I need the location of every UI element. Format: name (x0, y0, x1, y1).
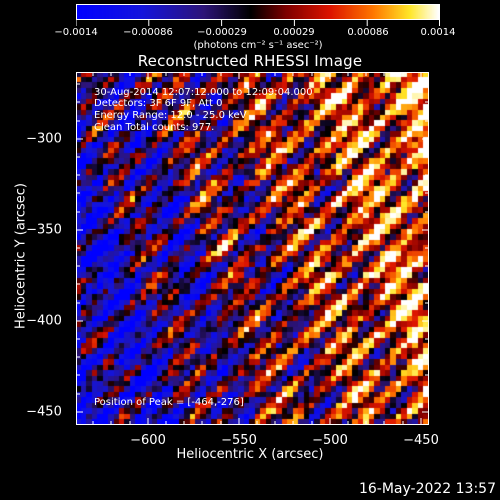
x-axis-title: Heliocentric X (arcsec) (176, 447, 324, 462)
heatmap-image (76, 72, 429, 425)
clean-counts-annotation: Clean Total counts: 977. (94, 122, 215, 133)
colorbar-tick-label: 0.00086 (347, 27, 389, 38)
plot-area (76, 72, 429, 425)
y-tick-label: −400 (26, 313, 62, 329)
plot-title: Reconstructed RHESSI Image (137, 52, 363, 70)
colorbar-ticks (76, 20, 440, 26)
peak-position-annotation: Position of Peak = [-464,-276] (94, 397, 244, 408)
timestamp: 16-May-2022 13:57 (358, 481, 496, 497)
colorbar-gradient (76, 4, 440, 20)
colorbar-tick-label: −0.00029 (197, 27, 247, 38)
colorbar-tick-label: −0.00086 (123, 27, 173, 38)
y-tick-label: −450 (26, 404, 62, 420)
colorbar-tick-label: 0.0014 (420, 27, 456, 38)
colorbar-units: (photons cm⁻² s⁻¹ asec⁻²) (193, 40, 323, 51)
x-tick-label: −550 (221, 433, 257, 448)
x-tick-label: −600 (130, 433, 166, 448)
x-tick-label: −450 (403, 433, 439, 448)
colorbar-tick-label: −0.0014 (54, 27, 98, 38)
y-axis-title: Heliocentric Y (arcsec) (13, 183, 29, 329)
colorbar-tick-label: 0.00029 (273, 27, 315, 38)
time-range-annotation: 30-Aug-2014 12:07:12.000 to 12:09:04.000 (94, 87, 313, 98)
y-tick-label: −350 (26, 222, 62, 238)
detectors-annotation: Detectors: 3F 6F 9F, Att 0 (94, 98, 223, 109)
x-tick-label: −500 (312, 433, 348, 448)
y-tick-label: −300 (26, 131, 62, 147)
energy-range-annotation: Energy Range: 12.0 - 25.0 keV (94, 110, 247, 121)
